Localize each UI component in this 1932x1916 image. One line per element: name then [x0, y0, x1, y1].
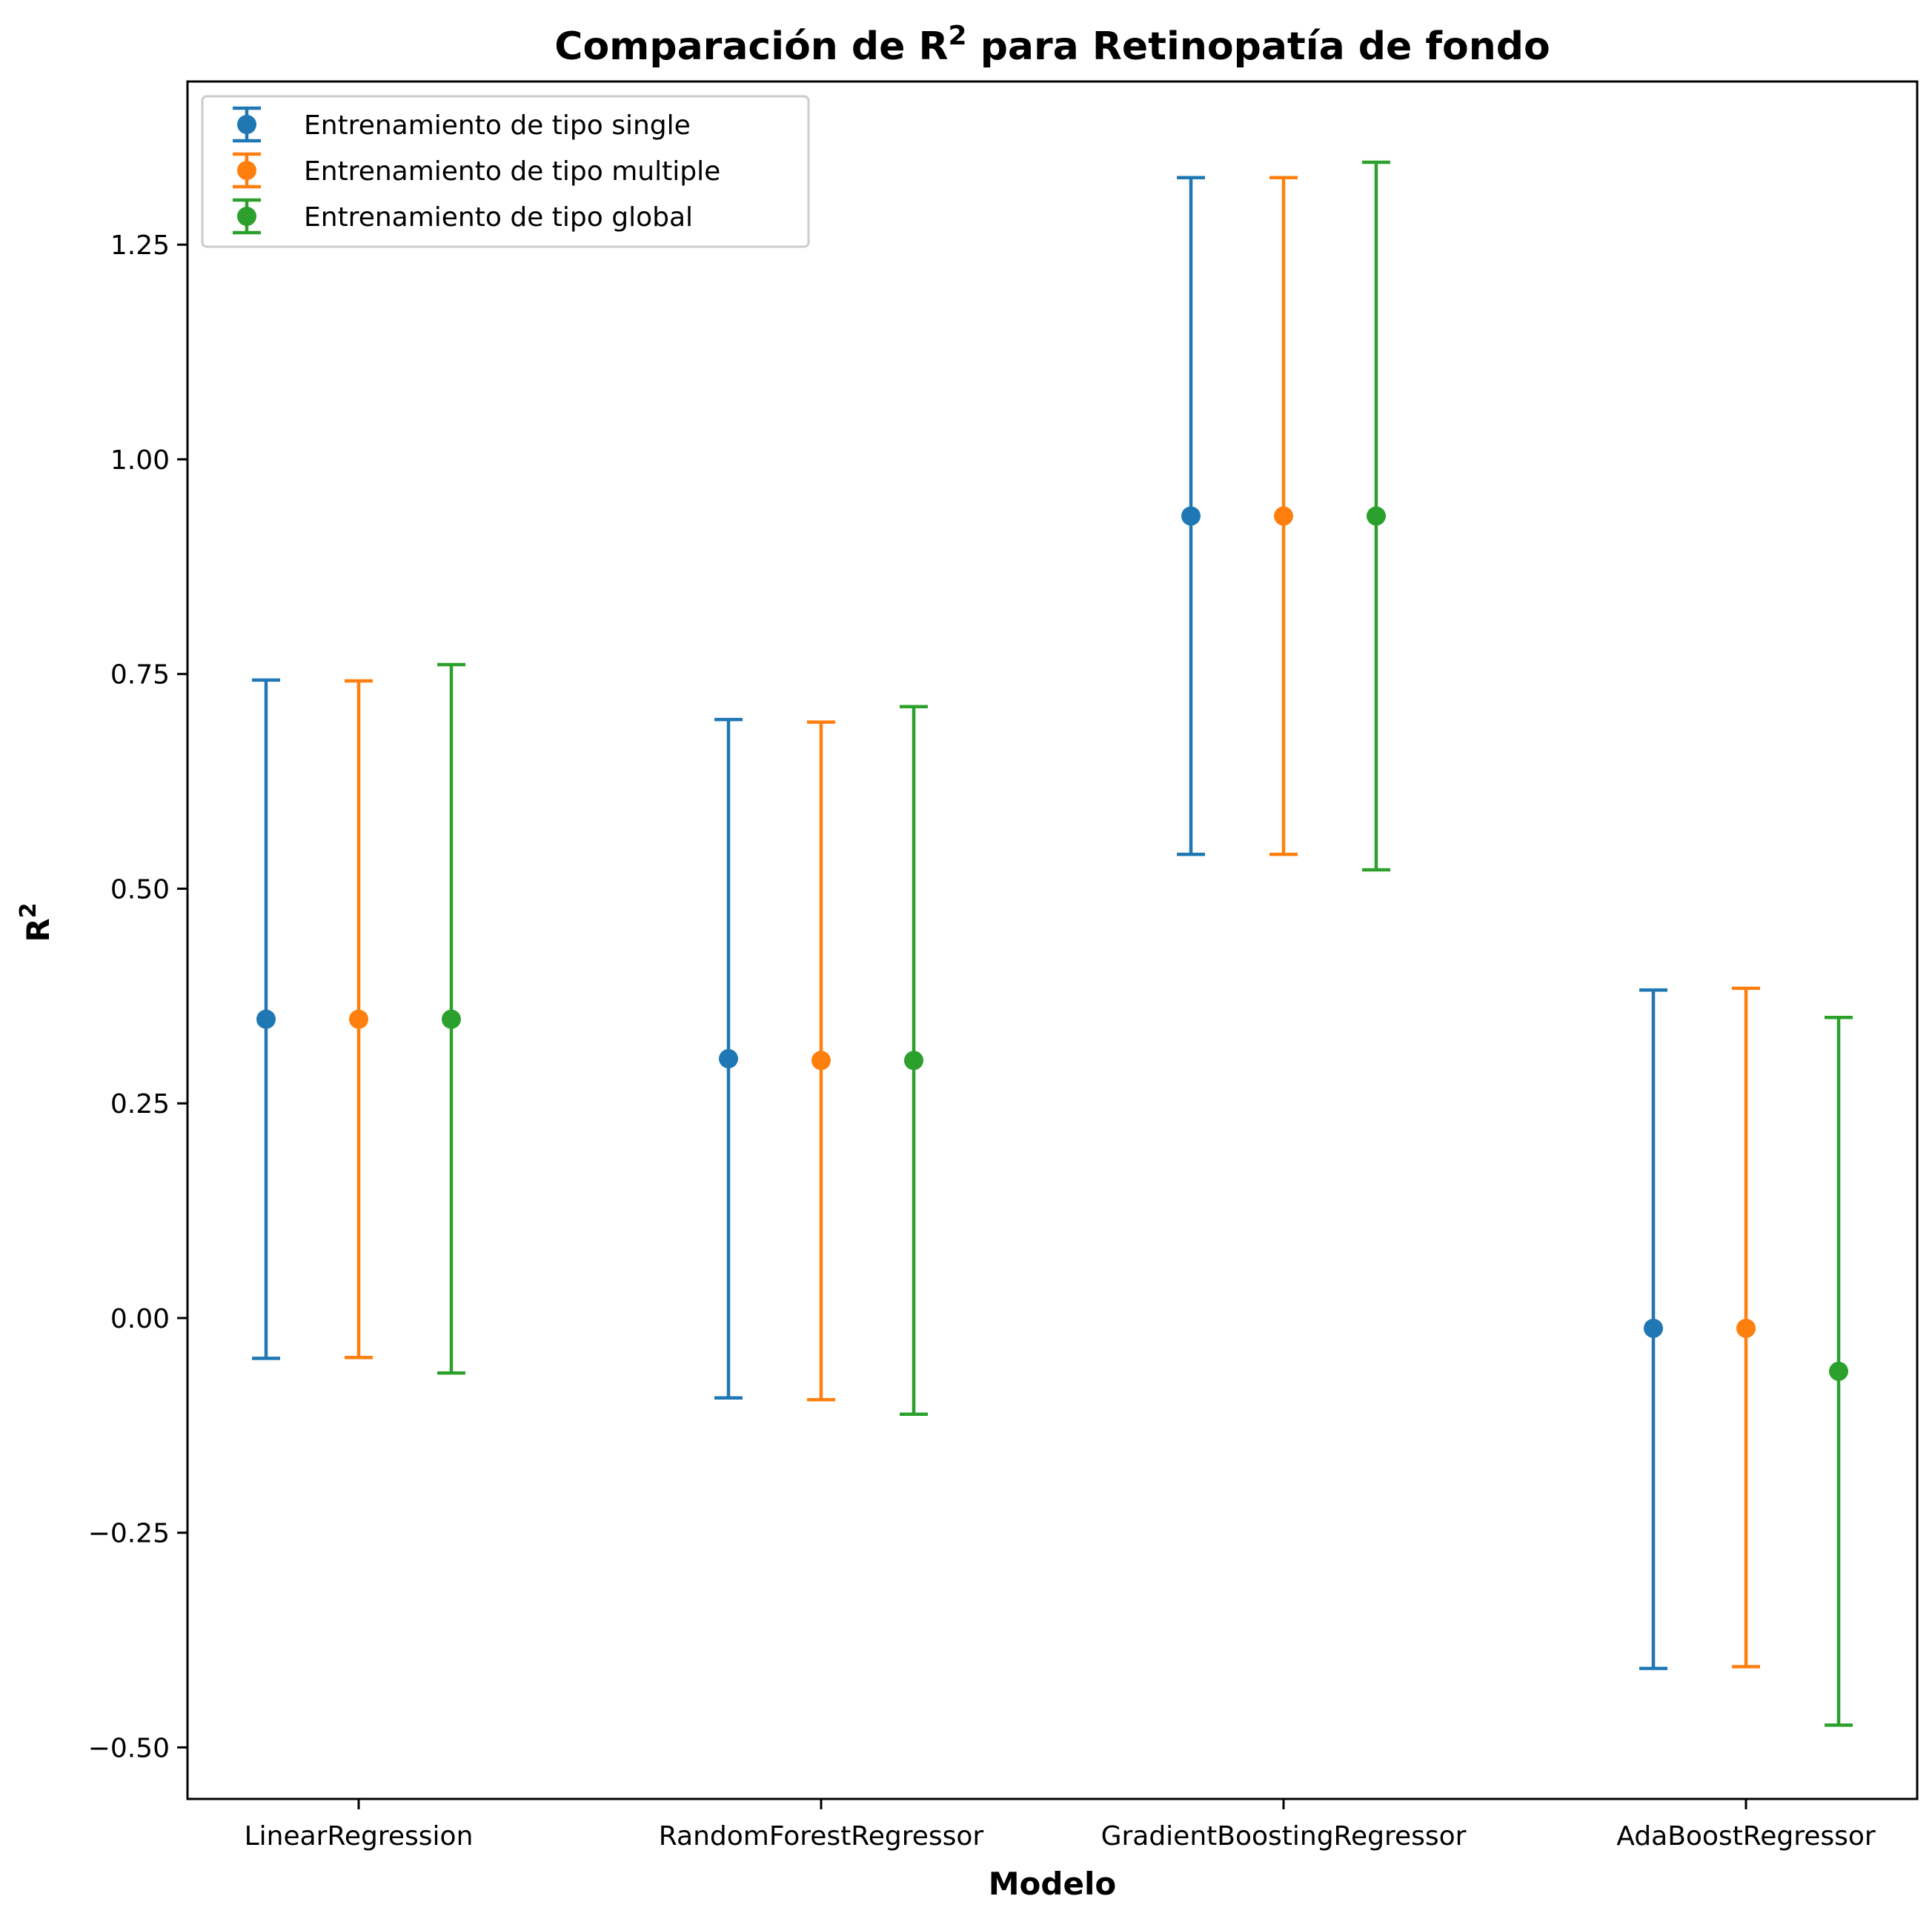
legend-marker: [237, 115, 256, 134]
y-tick-label: −0.25: [88, 1519, 170, 1549]
legend-label: Entrenamiento de tipo multiple: [304, 156, 720, 187]
y-tick-label: 0.75: [110, 660, 170, 691]
data-point: [904, 1051, 923, 1071]
data-point: [442, 1009, 461, 1029]
y-tick-label: 0.00: [110, 1304, 170, 1334]
data-point: [1829, 1361, 1848, 1381]
legend-marker: [237, 161, 256, 180]
legend: Entrenamiento de tipo single Entrenamient…: [201, 95, 810, 248]
data-point: [719, 1048, 738, 1068]
axes-frame: [186, 80, 1919, 1800]
data-point: [811, 1051, 831, 1071]
plot-area: −0.50 −0.25 0.00 0.25 0.50 0.75 1.00 1.25 Linear…: [88, 80, 1919, 1852]
y-tick-label: 0.50: [110, 874, 170, 905]
x-tick-label: RandomForestRegressor: [659, 1821, 984, 1852]
y-tick-label: 1.00: [110, 445, 170, 476]
legend-label: Entrenamiento de tipo global: [304, 202, 693, 233]
x-tick-label: AdaBoostRegressor: [1616, 1821, 1876, 1852]
chart-title: Comparación de R2 para Retinopatía de fo…: [554, 21, 1550, 69]
x-axis-label: Modelo: [989, 1866, 1116, 1902]
data-point: [1736, 1318, 1756, 1338]
legend-marker: [237, 207, 256, 226]
legend-frame: [201, 95, 810, 248]
y-tick-label: 1.25: [110, 230, 170, 261]
x-tick-label: LinearRegression: [245, 1821, 474, 1852]
y-tick-label: −0.50: [88, 1733, 170, 1763]
data-point: [349, 1009, 368, 1029]
x-tick-label: GradientBoostingRegressor: [1101, 1821, 1467, 1852]
data-point: [1274, 506, 1293, 526]
y-tick-label: 0.25: [110, 1089, 170, 1120]
data-point: [1644, 1318, 1663, 1338]
legend-label: Entrenamiento de tipo single: [304, 110, 691, 141]
y-axis-label: R2: [16, 902, 56, 942]
data-point: [256, 1009, 276, 1029]
data-point: [1367, 506, 1386, 526]
data-point: [1181, 506, 1201, 526]
